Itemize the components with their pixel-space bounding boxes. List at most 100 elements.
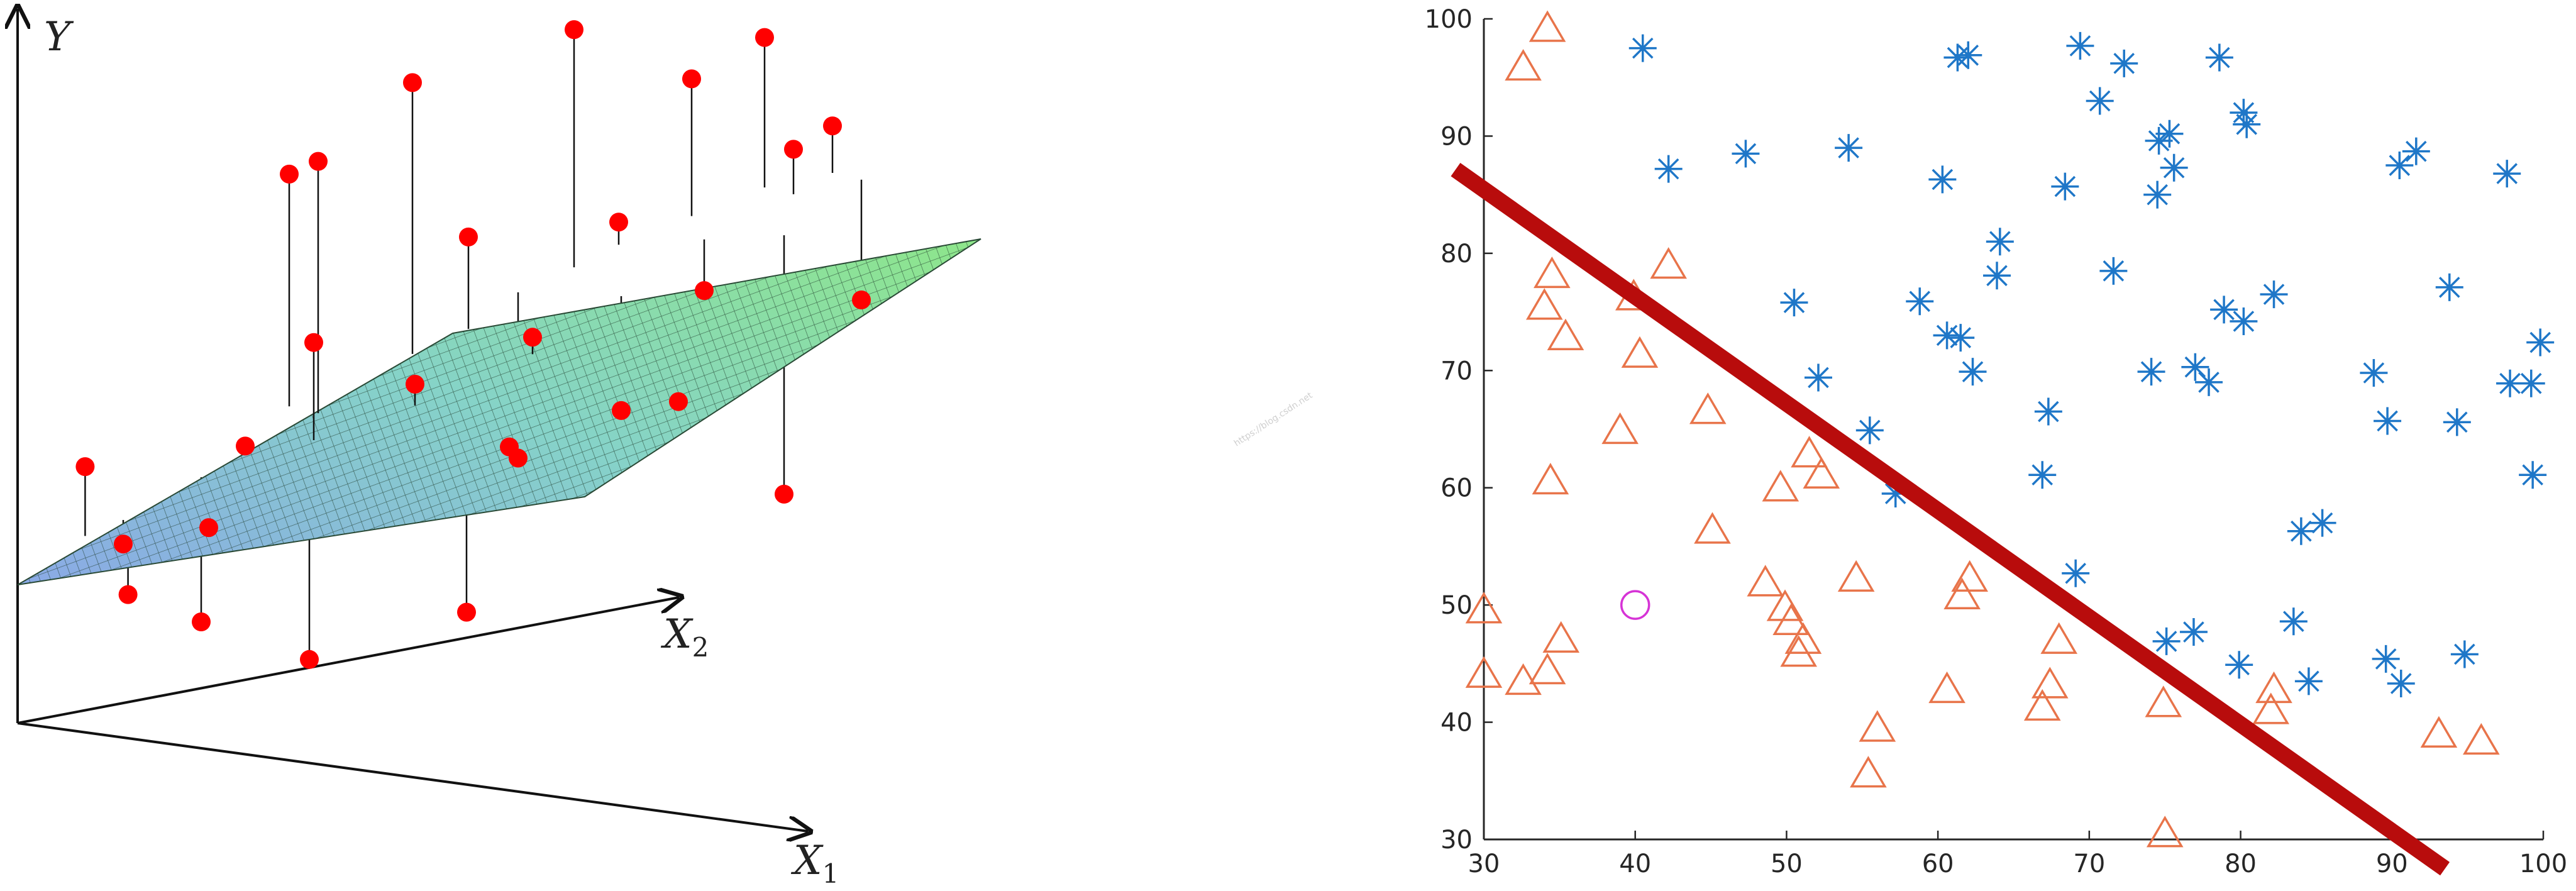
negative-marker [1762, 470, 1799, 502]
positive-marker [2308, 509, 2336, 537]
negative-marker [1943, 577, 1981, 609]
positive-class-markers [1628, 31, 2555, 698]
negative-marker [2145, 685, 2182, 717]
x-tick-label: 60 [1922, 849, 1954, 878]
data-point [280, 164, 299, 184]
positive-marker [2443, 408, 2471, 436]
data-point [118, 585, 138, 604]
x2-axis-letter: X [660, 611, 694, 658]
negative-class-markers [1465, 10, 2500, 848]
regression-plane [17, 238, 981, 585]
negative-marker [1534, 256, 1571, 289]
positive-marker [1855, 416, 1884, 445]
positive-marker [2062, 559, 2090, 587]
y-tick-label: 80 [1440, 240, 1473, 268]
residual-stems-above [84, 30, 834, 536]
x2-axis-subscript: 2 [692, 632, 709, 663]
negative-marker [2255, 671, 2292, 704]
negative-marker [1859, 710, 1896, 742]
query-marker [1620, 590, 1650, 620]
negative-marker [2023, 689, 2061, 721]
data-point [406, 375, 424, 394]
positive-marker [2160, 153, 2188, 182]
regression-plane-chart: Y X2 X1 [0, 0, 981, 889]
negative-marker [1542, 621, 1580, 653]
positive-marker [2034, 397, 2062, 426]
data-points [75, 20, 871, 669]
positive-marker [2230, 307, 2258, 335]
positive-marker [2066, 31, 2094, 60]
negative-marker [1528, 653, 1566, 685]
positive-marker [2155, 119, 2184, 148]
data-point [784, 140, 803, 159]
negative-marker [1694, 512, 1731, 544]
data-point [304, 333, 323, 352]
negative-marker [1601, 412, 1639, 445]
x-tick-label: 90 [2376, 849, 2408, 878]
data-point [309, 152, 328, 171]
query-point-marker [1620, 590, 1650, 620]
positive-marker [1628, 34, 1657, 62]
data-point [669, 392, 688, 411]
y-axis-label: Y [44, 14, 74, 60]
data-point [775, 484, 793, 504]
axes [18, 9, 808, 831]
negative-marker [2463, 722, 2500, 755]
negative-marker [2040, 622, 2078, 654]
negative-marker [1465, 656, 1503, 688]
data-point [300, 650, 319, 669]
y-tick-label: 40 [1440, 709, 1473, 738]
positive-marker [2099, 257, 2128, 285]
positive-marker [1983, 262, 2011, 290]
positive-marker [2230, 99, 2258, 127]
positive-marker [1928, 165, 1957, 194]
negative-marker [1928, 671, 1965, 704]
x-tick-label: 80 [2225, 849, 2257, 878]
positive-marker [2152, 627, 2181, 655]
positive-marker [1947, 324, 1975, 352]
x-tick-label: 50 [1771, 849, 1803, 878]
negative-marker [1766, 589, 1804, 621]
data-point [459, 227, 478, 246]
positive-marker [2028, 461, 2057, 489]
positive-marker [2233, 110, 2261, 138]
negative-marker [1525, 288, 1563, 320]
positive-marker [2110, 49, 2138, 77]
negative-marker [1532, 463, 1569, 495]
positive-marker [1654, 155, 1683, 183]
negative-marker [2252, 692, 2290, 724]
positive-marker [2493, 160, 2521, 188]
y-tick-label: 30 [1440, 826, 1473, 855]
positive-marker [2287, 517, 2315, 545]
x-tick-labels: 30 40 50 60 70 80 90 100 [1468, 849, 2568, 878]
x-tick-label: 70 [2073, 849, 2105, 878]
positive-marker [2372, 645, 2400, 673]
negative-marker [1780, 635, 1817, 667]
negative-marker [1505, 663, 1542, 695]
positive-marker [1906, 287, 1934, 316]
negative-marker [1837, 560, 1875, 592]
x-tick-label: 100 [2519, 849, 2567, 878]
negative-marker [1689, 392, 1727, 424]
positive-marker [2145, 126, 2173, 155]
positive-marker [1804, 363, 1832, 392]
negative-marker [1747, 565, 1784, 597]
negative-marker [1951, 560, 1988, 592]
negative-marker [1528, 10, 1566, 42]
y-tick-labels: 30 40 50 60 70 80 90 100 [1425, 5, 1473, 855]
data-point [609, 213, 628, 232]
positive-marker [2435, 273, 2463, 301]
positive-marker [2143, 180, 2172, 209]
positive-marker [2210, 296, 2238, 324]
data-point [500, 437, 519, 457]
positive-marker [2519, 461, 2547, 489]
data-point [236, 436, 255, 456]
x1-axis [17, 722, 808, 831]
negative-marker [2031, 667, 2069, 699]
data-point [114, 534, 133, 554]
positive-marker [1933, 321, 1961, 350]
data-point [75, 457, 95, 477]
negative-marker [1850, 756, 1887, 788]
data-point [403, 73, 422, 92]
positive-marker [1943, 43, 1972, 72]
